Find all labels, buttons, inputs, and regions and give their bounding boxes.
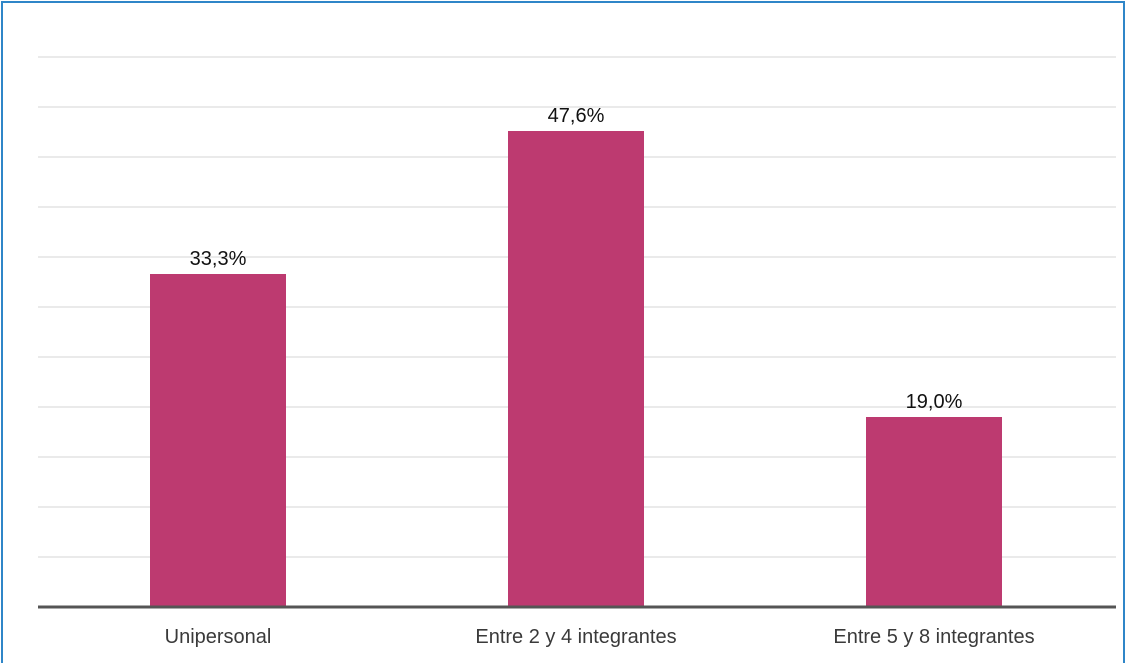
- category-labels: Unipersonal Entre 2 y 4 integrantes Entre …: [165, 626, 1035, 648]
- data-label-2: 47,6%: [548, 105, 605, 127]
- bar-1: [150, 274, 286, 607]
- data-label-3: 19,0%: [906, 391, 963, 413]
- bar-2: [508, 131, 644, 607]
- category-label-2: Entre 2 y 4 integrantes: [475, 626, 676, 648]
- bars: [150, 131, 1002, 607]
- category-label-1: Unipersonal: [165, 626, 272, 648]
- category-label-3: Entre 5 y 8 integrantes: [833, 626, 1034, 648]
- data-label-1: 33,3%: [190, 248, 247, 270]
- bar-3: [866, 417, 1002, 607]
- value-labels: 33,3% 47,6% 19,0%: [190, 105, 963, 413]
